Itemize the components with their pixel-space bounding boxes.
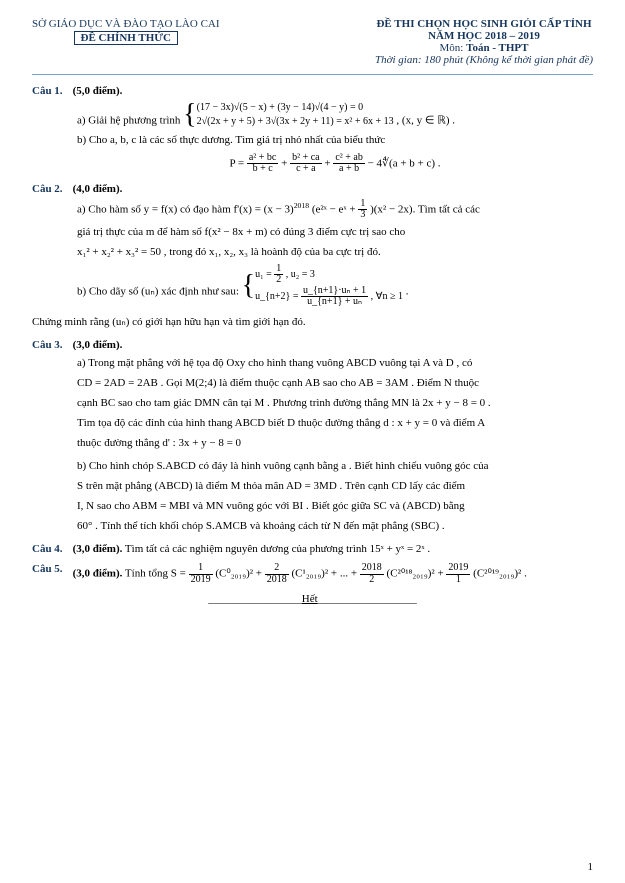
page-number: 1 [588,861,594,873]
dots: + ... + [331,568,360,580]
q5-pre: Tính tổng S = [125,568,189,580]
q2b-s2d: u_{n+1} + uₙ [301,297,368,308]
q2a-exp: 2018 [294,200,309,209]
q5-label: Câu 5. [32,563,63,585]
q3-points: (3,0 điểm). [73,339,123,351]
q5-t2d: 2018 [265,575,289,586]
q5-body: (3,0 điểm). Tính tổng S = 12019 (C⁰₂₀₁₉)… [73,563,527,585]
q4-text: Tìm tất cả các nghiệm nguyên dương của p… [125,543,430,555]
exam-year: NĂM HỌC 2018 – 2019 [375,30,593,42]
q5-t2c: (C¹₂₀₁₉)² [292,568,329,580]
question-2: Câu 2. (4,0 điểm). a) Cho hàm số y = f(x… [32,183,593,331]
q4-points: (3,0 điểm). [73,543,123,555]
q5-t3n: 2018 [360,563,384,575]
brace-icon: { [183,102,196,127]
q2b-intro: b) Cho dãy số (uₙ) xác định như sau: [77,285,242,297]
org-name: SỞ GIÁO DỤC VÀ ĐÀO TẠO LÀO CAI [32,18,220,30]
q5-t4n: 2019 [446,563,470,575]
end-prefix: _________________ [208,593,302,605]
header-right: ĐỀ THI CHỌN HỌC SINH GIỎI CẤP TỈNH NĂM H… [375,18,593,66]
q1b-f3d: a + b [333,164,365,175]
q1b-f2d: c + a [290,164,322,175]
q3a3: cạnh BC sao cho tam giác DMN cân tại M .… [77,395,593,412]
q1a-eq2: 2√(2x + y + 5) + 3√(3x + 2y + 11) = x² +… [197,116,394,127]
subject-label: Môn: [440,42,467,54]
q2b-s1post: , u₂ = 3 [286,269,315,280]
q3b1: b) Cho hình chóp S.ABCD có đáy là hình v… [77,458,593,475]
question-5: Câu 5. (3,0 điểm). Tính tổng S = 12019 (… [32,563,593,585]
q5-t3c: (C²⁰¹⁸₂₀₁₉)² [387,568,435,580]
official-tag: ĐỀ CHÍNH THỨC [74,31,178,45]
q3a1: a) Trong mặt phẳng với hệ tọa độ Oxy cho… [77,355,593,372]
end-marker: _________________Hết__________________ [32,593,593,605]
q5-t1n: 1 [189,563,213,575]
exam-subject: Môn: Toán - THPT [375,42,593,54]
q2-conc: Chứng minh rằng (uₙ) có giới hạn hữu hạn… [32,314,593,331]
q1a-system: (17 − 3x)√(5 − x) + (3y − 14)√(4 − y) = … [197,101,394,129]
q2b-eq1: u₁ = 12 , u₂ = 3 [255,269,315,280]
q1a: a) Giải hệ phương trình { (17 − 3x)√(5 −… [77,101,593,129]
q2b-s2pre: u_{n+2} = [255,291,301,302]
q2a-mid: (e²ˣ − eˣ + [312,203,359,215]
q3b2: S trên mặt phẳng (ABCD) là điểm M thỏa m… [77,478,593,495]
q3a5: thuộc đường thẳng d' : 3x + y − 8 = 0 [77,435,593,452]
q2-label: Câu 2. [32,183,63,195]
period: . [406,285,409,297]
header: SỞ GIÁO DỤC VÀ ĐÀO TẠO LÀO CAI ĐỀ CHÍNH … [32,18,593,66]
q5-points: (3,0 điểm). [73,568,123,580]
q1-points: (5,0 điểm). [73,85,123,97]
question-3: Câu 3. (3,0 điểm). a) Trong mặt phẳng vớ… [32,339,593,535]
q3a2: CD = 2AD = 2AB . Gọi M(2;4) là điểm thuộ… [77,375,593,392]
q1-label: Câu 1. [32,85,63,97]
question-1: Câu 1. (5,0 điểm). a) Giải hệ phương trì… [32,85,593,175]
plus: + [437,568,446,580]
q1b-lead: P = [229,157,246,169]
q3a4: Tìm tọa độ các đỉnh của hình thang ABCD … [77,415,593,432]
q2b-s2post: , ∀n ≥ 1 [371,291,403,302]
exam-duration: Thời gian: 180 phút (Không kể thời gian … [375,54,593,66]
header-left: SỞ GIÁO DỤC VÀ ĐÀO TẠO LÀO CAI ĐỀ CHÍNH … [32,18,220,66]
q3b4: 60° . Tính thể tích khối chóp S.AMCB và … [77,518,593,535]
q5-t1c: (C⁰₂₀₁₉)² [215,568,253,580]
question-4: Câu 4. (3,0 điểm). Tìm tất cả các nghiệm… [32,543,593,555]
end-label: Hết [302,593,318,605]
q5-t4c: (C²⁰¹⁹₂₀₁₉)² [473,568,521,580]
end-suffix: __________________ [318,593,417,605]
q2b-s1pre: u₁ = [255,269,274,280]
plus-sign: + [281,157,290,169]
q1a-tail: , (x, y ∈ ℝ) . [396,114,455,126]
q2-points: (4,0 điểm). [73,183,123,195]
exam-title: ĐỀ THI CHỌN HỌC SINH GIỎI CẤP TỈNH [375,18,593,30]
plus: + [256,568,265,580]
q1b-expr: P = a² + bcb + c + b² + cac + a + c² + a… [77,153,593,175]
divider [32,74,593,75]
q2a-line1: a) Cho hàm số y = f(x) có đạo hàm f'(x) … [77,199,593,221]
brace-icon: { [242,273,255,298]
q1a-eq1: (17 − 3x)√(5 − x) + (3y − 14)√(4 − y) = … [197,102,363,113]
q3-label: Câu 3. [32,339,63,351]
q2b-system: u₁ = 12 , u₂ = 3 u_{n+2} = u_{n+1}·uₙ + … [255,264,403,308]
q5-end: . [524,568,527,580]
q1a-intro: a) Giải hệ phương trình [77,114,183,126]
q1b-tail: − 4∜(a + b + c) . [368,157,441,169]
q5-t3d: 2 [360,575,384,586]
q2b: b) Cho dãy số (uₙ) xác định như sau: { u… [77,264,593,308]
q2a-pre: a) Cho hàm số y = f(x) có đạo hàm f'(x) … [77,203,294,215]
q5-t1d: 2019 [189,575,213,586]
q4-label: Câu 4. [32,543,63,555]
q1b-f1d: b + c [247,164,279,175]
q2a-line3: x₁² + x₂² + x₃² = 50 , trong đó x₁, x₂, … [77,244,593,261]
plus-sign: + [324,157,333,169]
q1b-intro: b) Cho a, b, c là các số thực dương. Tìm… [77,132,593,149]
subject-value: Toán - THPT [466,42,528,54]
q3b3: I, N sao cho ABM = MBI và MN vuông góc v… [77,498,593,515]
q4-body: (3,0 điểm). Tìm tất cả các nghiệm nguyên… [73,543,431,555]
q2a-post: )(x² − 2x). Tìm tất cả các [370,203,480,215]
q2b-eq2: u_{n+2} = u_{n+1}·uₙ + 1u_{n+1} + uₙ , ∀… [255,291,403,302]
q2a-line2: giá trị thực của m để hàm số f(x² − 8x +… [77,224,593,241]
q5-t4d: 1 [446,575,470,586]
q5-t2n: 2 [265,563,289,575]
q2b-s1d: 2 [274,275,283,286]
q2a-fd: 3 [358,210,367,221]
